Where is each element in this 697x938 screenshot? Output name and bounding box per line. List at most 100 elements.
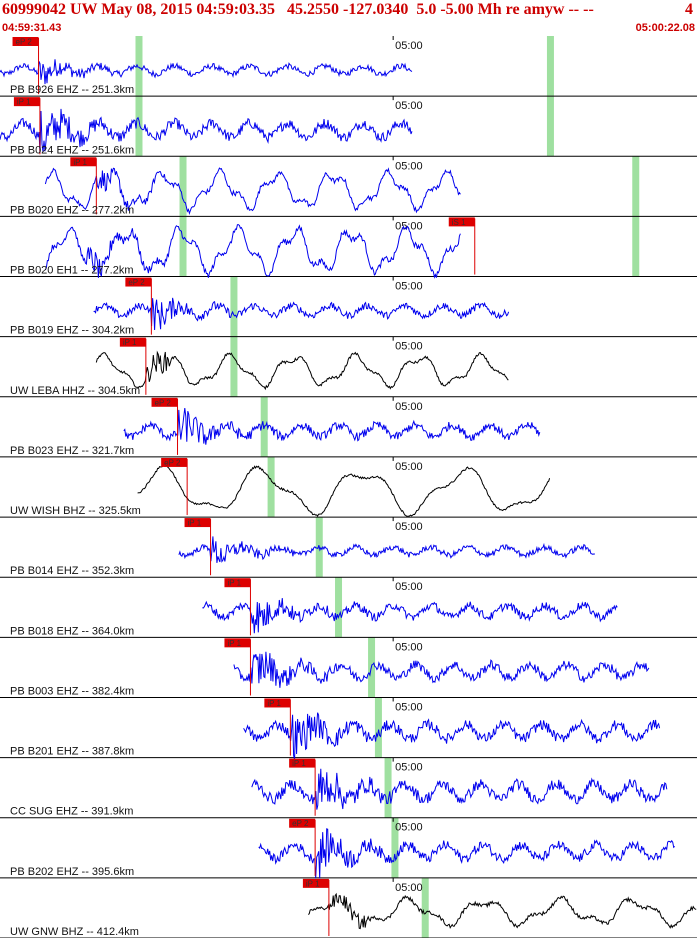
travel-time-marker [230, 336, 238, 397]
station-label: PB B018 EHZ -- 364.0km [10, 625, 134, 637]
page-number: 4 [685, 1, 693, 18]
trace-row: 05:00 eP 2 PB B202 EHZ -- 395.6km [0, 817, 697, 879]
station-label: UW WISH BHZ -- 325.5km [10, 505, 141, 517]
pick-label: eP 2 [164, 458, 181, 467]
pick-flag [302, 878, 329, 888]
minute-tick-label: 05:00 [395, 401, 423, 413]
pick-label: eP 2 [16, 38, 33, 47]
trace-row: 05:00 iP 1 PB B201 EHZ -- 387.8km [0, 697, 697, 760]
pick-label: eP 2 [292, 819, 309, 828]
pick-flag [161, 457, 188, 467]
station-label: PB B024 EHZ -- 251.6km [10, 144, 134, 156]
pick-label: iP 1 [292, 759, 306, 768]
pick-flag [125, 277, 152, 287]
waveform [0, 108, 413, 154]
station-label: PB B020 EH1 -- 277.2km [10, 265, 134, 277]
waveform [178, 536, 596, 563]
travel-time-marker [335, 577, 343, 638]
minute-tick-label: 05:00 [395, 100, 423, 112]
trace-row: 05:00 iP 1 PB B018 EHZ -- 364.0km [0, 577, 697, 638]
minute-tick-label: 05:00 [395, 822, 423, 834]
travel-time-marker [179, 216, 187, 277]
waveform [0, 59, 413, 85]
pick-label: iP 1 [267, 699, 281, 708]
pick-flag [70, 157, 97, 167]
end-time: 05:00:22.08 [635, 22, 695, 34]
pick-label: iP 1 [227, 639, 241, 648]
pick-label: iP 1 [73, 158, 87, 167]
station-label: PB B201 EHZ -- 387.8km [10, 746, 134, 758]
minute-tick-label: 05:00 [395, 762, 423, 774]
trace-row: 05:00 iP 1 UW GNW BHZ -- 412.4km [0, 877, 697, 938]
station-label: PB B926 EHZ -- 251.3km [10, 84, 134, 96]
minute-tick-label: 05:00 [395, 521, 423, 533]
station-label: PB B019 EHZ -- 304.2km [10, 325, 134, 337]
pick-label: eP 2 [128, 278, 145, 287]
minute-tick-label: 05:00 [395, 341, 423, 353]
station-label: UW LEBA HHZ -- 304.5km [10, 385, 140, 397]
pick-flag [264, 698, 291, 708]
waveform [95, 350, 509, 391]
minute-tick-label: 05:00 [395, 581, 423, 593]
pick-flag [12, 37, 39, 46]
trace-row: 05:00 iS 1PB B020 EH1 -- 277.2km [0, 216, 697, 279]
waveform [251, 768, 668, 810]
station-label: PB B023 EHZ -- 321.7km [10, 445, 134, 457]
trace-row: 05:00 eP 2 PB B926 EHZ -- 251.3km [0, 36, 697, 97]
trace-row: 05:00 iP 1 PB B003 EHZ -- 382.4km [0, 637, 697, 698]
pick-label: iP 1 [306, 879, 320, 888]
station-label: PB B014 EHZ -- 352.3km [10, 565, 134, 577]
waveform [137, 464, 551, 517]
station-label: UW GNW BHZ -- 412.4km [10, 926, 139, 938]
waveform [243, 712, 661, 760]
start-time: 04:59:31.43 [2, 22, 62, 34]
minute-tick-label: 05:00 [395, 40, 423, 52]
pick-flag [151, 397, 178, 407]
travel-time-marker [421, 877, 429, 938]
trace-row: 05:00 iP 1 PB B020 EHZ -- 277.2km [0, 156, 697, 217]
station-label: PB B202 EHZ -- 395.6km [10, 866, 134, 878]
station-label: PB B003 EHZ -- 382.4km [10, 685, 134, 697]
pick-flag [119, 337, 146, 347]
trace-row: 05:00 eP 2 PB B023 EHZ -- 321.7km [0, 396, 697, 458]
waveform [44, 167, 461, 216]
travel-time-marker [546, 96, 554, 157]
minute-tick-label: 05:00 [395, 641, 423, 653]
travel-time-marker [135, 96, 143, 157]
travel-time-marker [632, 156, 640, 217]
travel-time-marker [391, 817, 399, 878]
trace-row: 05:00 iP 1 UW LEBA HHZ -- 304.5km [0, 336, 697, 398]
travel-time-marker [230, 276, 238, 337]
pick-label: eP 2 [155, 398, 172, 407]
pick-flag [184, 518, 211, 528]
travel-time-marker [632, 216, 640, 277]
waveform [258, 828, 676, 879]
minute-tick-label: 05:00 [395, 701, 423, 713]
waveform [123, 408, 541, 445]
pick-label: iS 1 [452, 218, 466, 227]
minute-tick-label: 05:00 [395, 461, 423, 473]
waveform [93, 297, 510, 331]
trace-row: 05:00 eP 2 PB B019 EHZ -- 304.2km [0, 276, 697, 338]
trace-row: 05:00 eP 2 UW WISH BHZ -- 325.5km [0, 456, 697, 518]
waveform [233, 651, 650, 688]
header: 60999042 UW May 08, 2015 04:59:03.35 45.… [0, 0, 697, 36]
station-label: CC SUG EHZ -- 391.9km [10, 806, 133, 818]
waveform [202, 598, 618, 634]
waveform [307, 892, 697, 930]
station-label: PB B020 EHZ -- 277.2km [10, 204, 134, 216]
minute-tick-label: 05:00 [395, 882, 423, 894]
waveform [44, 224, 461, 279]
pick-label: iP 1 [17, 98, 31, 107]
travel-time-marker [384, 757, 392, 818]
pick-flag [224, 638, 251, 648]
pick-label: iP 1 [188, 519, 202, 528]
pick-flag [289, 758, 316, 768]
minute-tick-label: 05:00 [395, 281, 423, 293]
trace-row: 05:00 iP 1 CC SUG EHZ -- 391.9km [0, 757, 697, 819]
event-title: 60999042 UW May 08, 2015 04:59:03.35 45.… [2, 1, 594, 18]
minute-tick-label: 05:00 [395, 160, 423, 172]
pick-label: iP 1 [227, 579, 241, 588]
pick-flag [224, 578, 251, 588]
pick-flag [289, 818, 316, 828]
